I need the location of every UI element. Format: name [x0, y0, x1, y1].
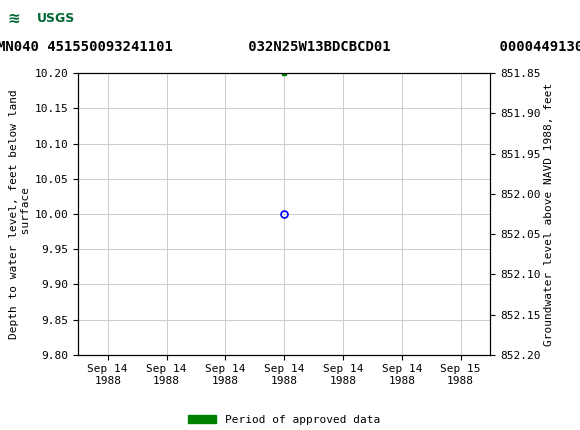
Text: ≋: ≋ [8, 11, 20, 26]
Text: MN040 451550093241101         032N25W13BDCBCD01             0000449130: MN040 451550093241101 032N25W13BDCBCD01 … [0, 40, 580, 54]
Bar [5, 3, 63, 35]
Text: USGS: USGS [37, 12, 75, 25]
Legend: Period of approved data: Period of approved data [184, 411, 385, 430]
Y-axis label: Depth to water level, feet below land
 surface: Depth to water level, feet below land su… [9, 89, 31, 339]
Y-axis label: Groundwater level above NAVD 1988, feet: Groundwater level above NAVD 1988, feet [545, 82, 554, 346]
